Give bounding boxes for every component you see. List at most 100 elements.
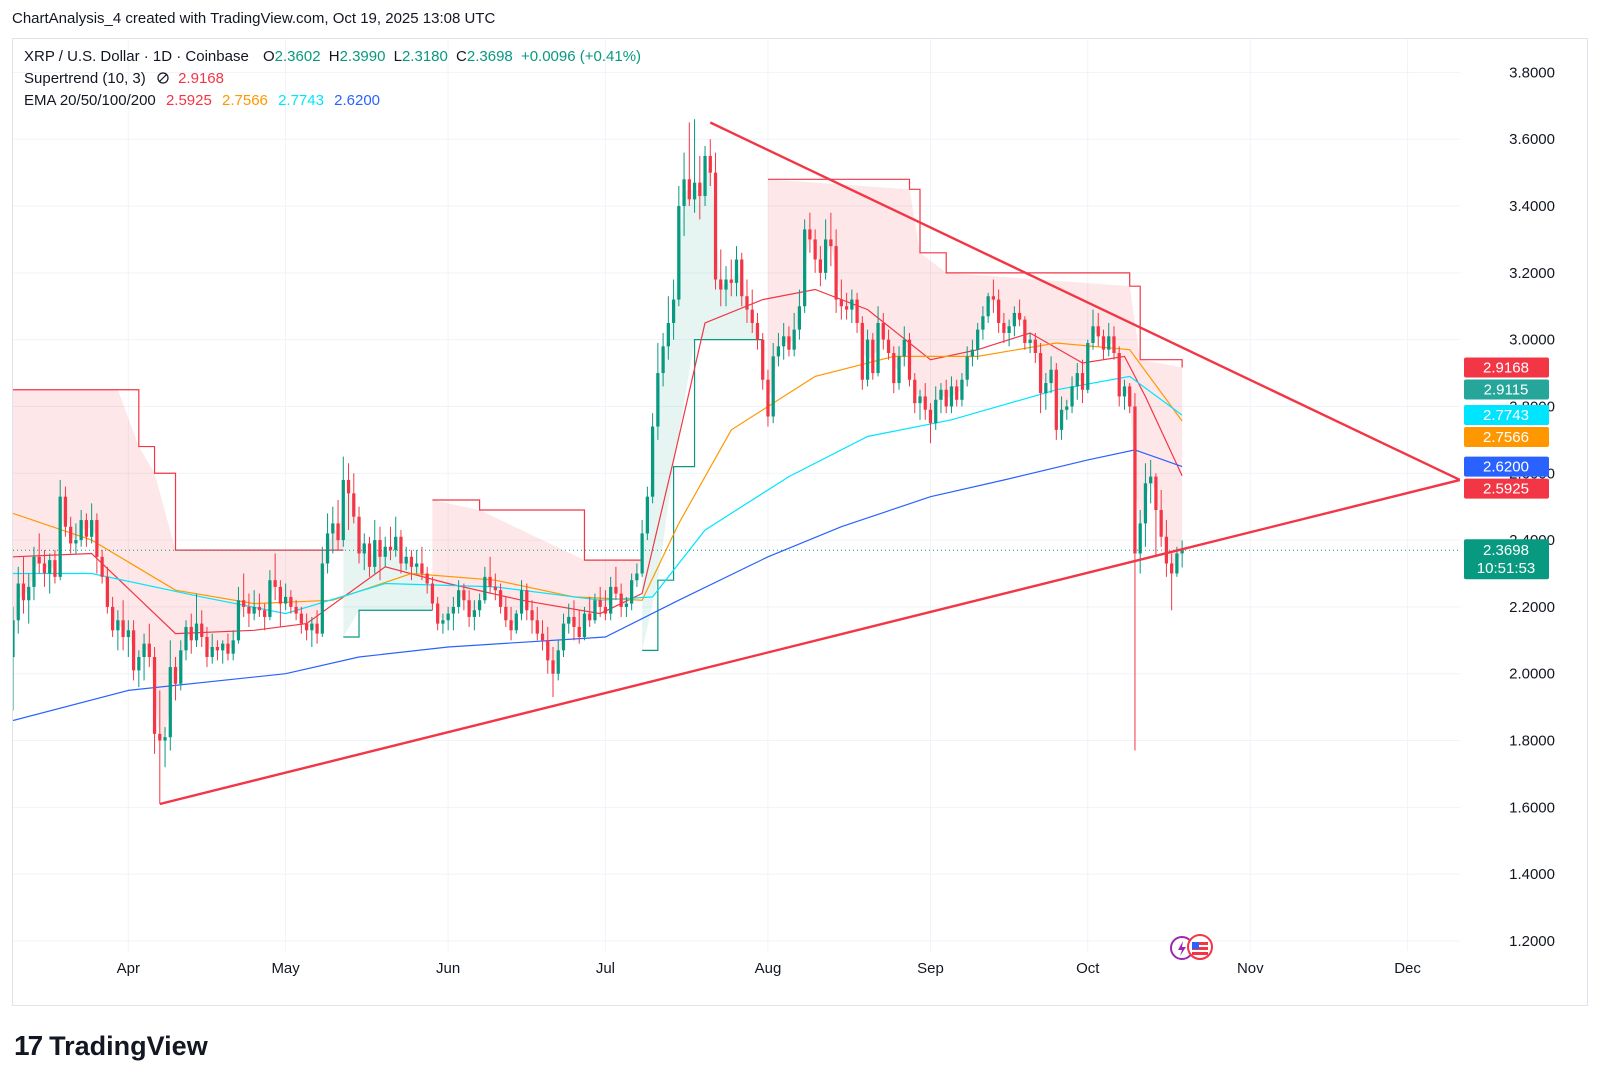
- candle-down[interactable]: [493, 573, 497, 601]
- candle-up[interactable]: [1180, 540, 1184, 568]
- candle-up[interactable]: [116, 610, 120, 651]
- candle-down[interactable]: [53, 550, 57, 584]
- candle-up[interactable]: [483, 566, 487, 604]
- candle-up[interactable]: [582, 606, 587, 641]
- candle-up[interactable]: [236, 586, 241, 644]
- candle-up[interactable]: [457, 580, 461, 614]
- candle-up[interactable]: [876, 306, 880, 377]
- candle-down[interactable]: [944, 379, 948, 414]
- candle-up[interactable]: [824, 219, 828, 280]
- candle-up[interactable]: [310, 616, 314, 647]
- legend-ema-row[interactable]: EMA 20/50/100/200 2.5925 2.7566 2.7743 2…: [24, 90, 641, 112]
- candle-up[interactable]: [1059, 396, 1064, 440]
- candle-up[interactable]: [1143, 463, 1148, 547]
- candle-down[interactable]: [367, 536, 372, 577]
- candle-down[interactable]: [315, 610, 319, 644]
- candle-down[interactable]: [467, 590, 471, 627]
- candle-down[interactable]: [100, 550, 104, 584]
- candle-up[interactable]: [179, 640, 183, 691]
- candle-up[interactable]: [593, 593, 597, 624]
- candle-down[interactable]: [173, 657, 178, 701]
- candle-down[interactable]: [614, 566, 618, 601]
- candle-up[interactable]: [184, 620, 188, 661]
- candle-up[interactable]: [32, 546, 36, 601]
- candle-up[interactable]: [1138, 510, 1142, 574]
- candle-down[interactable]: [257, 593, 262, 617]
- candle-down[interactable]: [95, 513, 99, 574]
- candle-up[interactable]: [331, 506, 335, 554]
- candle-up[interactable]: [897, 346, 901, 390]
- candle-up[interactable]: [865, 329, 870, 387]
- candle-down[interactable]: [504, 596, 508, 627]
- candle-down[interactable]: [425, 566, 429, 594]
- candle-up[interactable]: [1091, 309, 1095, 350]
- candle-up[interactable]: [703, 145, 707, 207]
- candle-down[interactable]: [619, 583, 623, 617]
- candle-down[interactable]: [1112, 326, 1116, 360]
- candle-down[interactable]: [1133, 393, 1137, 751]
- candle-up[interactable]: [472, 600, 476, 631]
- candle-down[interactable]: [750, 289, 754, 333]
- candle-down[interactable]: [430, 576, 435, 611]
- candle-up[interactable]: [210, 633, 214, 664]
- candle-down[interactable]: [263, 603, 267, 631]
- triangle-upper-trendline[interactable]: [709, 121, 1460, 482]
- candle-down[interactable]: [1080, 359, 1085, 404]
- candle-up[interactable]: [11, 606, 15, 711]
- candle-down[interactable]: [37, 533, 41, 574]
- candle-up[interactable]: [163, 727, 167, 768]
- candle-down[interactable]: [1154, 473, 1158, 557]
- candle-down[interactable]: [713, 152, 718, 290]
- candle-down[interactable]: [200, 610, 204, 647]
- candle-down[interactable]: [1017, 299, 1022, 327]
- candle-up[interactable]: [666, 296, 670, 360]
- candle-down[interactable]: [289, 590, 293, 614]
- candle-down[interactable]: [1159, 489, 1163, 547]
- candle-down[interactable]: [399, 530, 403, 574]
- candle-down[interactable]: [818, 246, 823, 287]
- candle-up[interactable]: [268, 570, 272, 621]
- candle-down[interactable]: [546, 626, 550, 674]
- candle-down[interactable]: [1117, 346, 1121, 407]
- candle-down[interactable]: [299, 606, 303, 634]
- candle-up[interactable]: [74, 523, 78, 554]
- candle-down[interactable]: [1033, 332, 1037, 364]
- candle-down[interactable]: [247, 593, 251, 627]
- candle-up[interactable]: [1107, 322, 1111, 357]
- candle-down[interactable]: [844, 292, 849, 320]
- candle-up[interactable]: [556, 640, 560, 681]
- candle-down[interactable]: [409, 550, 414, 581]
- candle-down[interactable]: [84, 513, 89, 547]
- candle-up[interactable]: [1012, 306, 1016, 337]
- candle-down[interactable]: [525, 583, 529, 621]
- candle-up[interactable]: [850, 289, 854, 323]
- candle-up[interactable]: [934, 386, 938, 430]
- candle-down[interactable]: [787, 326, 791, 357]
- candle-up[interactable]: [771, 343, 775, 424]
- candle-down[interactable]: [871, 332, 875, 380]
- candle-down[interactable]: [598, 586, 602, 617]
- candle-down[interactable]: [352, 473, 356, 524]
- candle-up[interactable]: [221, 640, 225, 664]
- candle-down[interactable]: [42, 550, 47, 587]
- candle-up[interactable]: [1028, 332, 1032, 354]
- candle-up[interactable]: [682, 152, 686, 237]
- candle-down[interactable]: [1054, 363, 1058, 440]
- candle-down[interactable]: [572, 600, 576, 641]
- candle-down[interactable]: [708, 139, 712, 186]
- candle-up[interactable]: [803, 219, 807, 313]
- candle-down[interactable]: [509, 606, 513, 641]
- candle-up[interactable]: [325, 513, 330, 574]
- candle-up[interactable]: [1175, 546, 1179, 577]
- candle-down[interactable]: [105, 566, 109, 614]
- candle-down[interactable]: [1096, 312, 1100, 347]
- candle-down[interactable]: [766, 369, 770, 427]
- candle-up[interactable]: [981, 306, 985, 340]
- candle-down[interactable]: [21, 556, 26, 614]
- candle-up[interactable]: [48, 553, 52, 594]
- candle-down[interactable]: [69, 516, 73, 554]
- candle-up[interactable]: [1007, 319, 1011, 347]
- candle-up[interactable]: [168, 640, 172, 751]
- candle-up[interactable]: [630, 573, 634, 611]
